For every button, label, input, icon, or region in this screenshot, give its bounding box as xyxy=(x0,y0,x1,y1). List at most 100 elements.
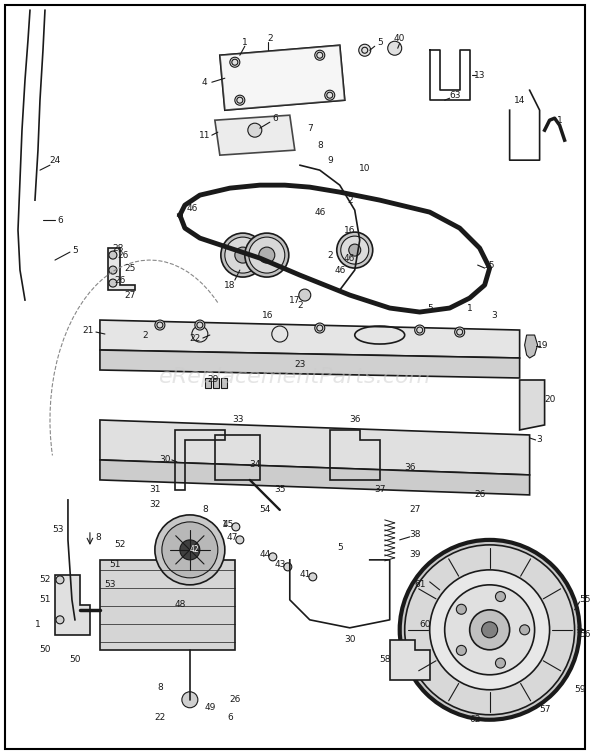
Text: 26: 26 xyxy=(229,695,241,704)
Text: 22: 22 xyxy=(189,333,201,342)
Text: 2: 2 xyxy=(142,330,148,339)
Text: 53: 53 xyxy=(52,526,64,535)
Text: 46: 46 xyxy=(186,204,198,213)
Text: 49: 49 xyxy=(204,703,215,713)
Text: 30: 30 xyxy=(344,636,356,645)
Text: 1: 1 xyxy=(35,621,41,630)
Circle shape xyxy=(230,57,240,67)
Polygon shape xyxy=(100,460,530,495)
Text: 1: 1 xyxy=(222,520,228,529)
Circle shape xyxy=(221,233,265,277)
Text: 3: 3 xyxy=(537,436,542,444)
Text: 10: 10 xyxy=(359,164,371,173)
Bar xyxy=(221,378,227,388)
Circle shape xyxy=(235,95,245,106)
Text: 51: 51 xyxy=(109,560,121,569)
Circle shape xyxy=(456,604,466,615)
Bar xyxy=(213,378,219,388)
Text: 4: 4 xyxy=(202,78,208,87)
Text: 54: 54 xyxy=(259,505,270,514)
Text: 55: 55 xyxy=(579,596,590,605)
Text: 27: 27 xyxy=(124,290,136,299)
Text: 8: 8 xyxy=(202,505,208,514)
Circle shape xyxy=(415,325,425,335)
Text: 36: 36 xyxy=(404,464,415,473)
Text: 6: 6 xyxy=(272,114,278,123)
Text: 5: 5 xyxy=(72,246,78,255)
Circle shape xyxy=(155,320,165,330)
Text: 33: 33 xyxy=(232,415,244,425)
Circle shape xyxy=(349,244,360,256)
Text: 63: 63 xyxy=(449,90,460,100)
Text: 51: 51 xyxy=(39,596,51,605)
Text: 13: 13 xyxy=(474,71,486,80)
Circle shape xyxy=(236,536,244,544)
Text: 58: 58 xyxy=(379,655,391,664)
Circle shape xyxy=(249,237,285,273)
Text: 60: 60 xyxy=(419,621,431,630)
Text: 1: 1 xyxy=(467,304,473,313)
Circle shape xyxy=(309,573,317,581)
Text: 48: 48 xyxy=(174,600,186,609)
Text: 22: 22 xyxy=(154,713,166,722)
Circle shape xyxy=(109,266,117,274)
Circle shape xyxy=(324,90,335,100)
Circle shape xyxy=(180,540,200,560)
Circle shape xyxy=(520,625,530,635)
Text: 1: 1 xyxy=(242,38,248,47)
Text: 34: 34 xyxy=(249,461,261,470)
Text: 8: 8 xyxy=(317,141,323,149)
Circle shape xyxy=(399,540,579,720)
Text: 39: 39 xyxy=(409,550,421,559)
Circle shape xyxy=(56,576,64,584)
Circle shape xyxy=(284,563,292,571)
Polygon shape xyxy=(520,380,545,430)
Text: 42: 42 xyxy=(190,545,199,554)
Circle shape xyxy=(315,51,324,60)
Text: 35: 35 xyxy=(274,486,286,495)
Circle shape xyxy=(359,44,371,57)
Circle shape xyxy=(456,645,466,655)
Text: 46: 46 xyxy=(334,265,345,274)
Circle shape xyxy=(299,289,311,301)
Text: 52: 52 xyxy=(40,575,51,584)
Text: 46: 46 xyxy=(314,207,326,216)
Circle shape xyxy=(245,233,289,277)
Text: 44: 44 xyxy=(259,550,270,559)
Text: 46: 46 xyxy=(344,253,355,262)
Circle shape xyxy=(56,616,64,624)
Text: 17: 17 xyxy=(289,296,300,305)
Text: 50: 50 xyxy=(69,655,81,664)
Text: 15: 15 xyxy=(484,261,496,270)
Text: 45: 45 xyxy=(222,520,234,529)
Polygon shape xyxy=(215,115,295,155)
Text: 32: 32 xyxy=(149,501,160,510)
Text: 26: 26 xyxy=(117,250,129,259)
Text: 16: 16 xyxy=(262,311,274,320)
Circle shape xyxy=(496,592,506,602)
Text: 14: 14 xyxy=(514,96,525,105)
Text: 3: 3 xyxy=(492,311,497,320)
Text: 11: 11 xyxy=(199,130,211,139)
Text: 7: 7 xyxy=(307,124,313,133)
Text: 38: 38 xyxy=(409,530,421,539)
Circle shape xyxy=(481,622,497,638)
Circle shape xyxy=(341,236,369,264)
Polygon shape xyxy=(100,320,520,358)
Circle shape xyxy=(430,570,550,690)
Text: 57: 57 xyxy=(539,705,550,714)
Circle shape xyxy=(496,658,506,668)
Text: 8: 8 xyxy=(95,533,101,542)
Text: 6: 6 xyxy=(227,713,232,722)
Circle shape xyxy=(182,691,198,708)
Text: 8: 8 xyxy=(157,683,163,692)
Text: 53: 53 xyxy=(104,581,116,590)
Text: 36: 36 xyxy=(349,415,360,425)
Text: 20: 20 xyxy=(544,396,555,404)
Text: 1: 1 xyxy=(557,115,562,124)
Text: 29: 29 xyxy=(207,375,218,385)
Circle shape xyxy=(259,247,275,263)
Text: 2: 2 xyxy=(297,301,303,310)
Text: 31: 31 xyxy=(149,486,160,495)
Text: 5: 5 xyxy=(427,304,432,313)
